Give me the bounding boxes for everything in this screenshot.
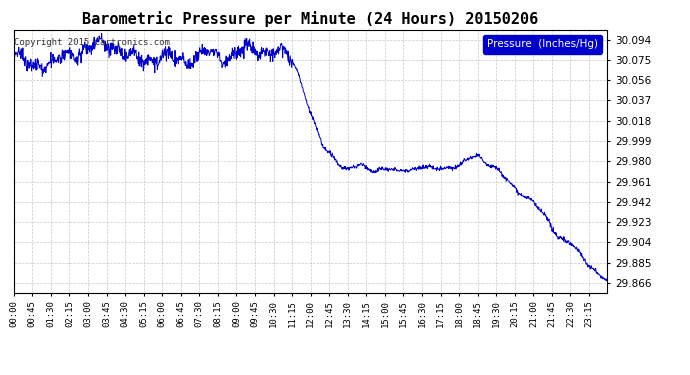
Text: Copyright 2015 Cartronics.com: Copyright 2015 Cartronics.com: [14, 38, 170, 47]
Legend: Pressure  (Inches/Hg): Pressure (Inches/Hg): [483, 35, 602, 54]
Title: Barometric Pressure per Minute (24 Hours) 20150206: Barometric Pressure per Minute (24 Hours…: [82, 12, 539, 27]
